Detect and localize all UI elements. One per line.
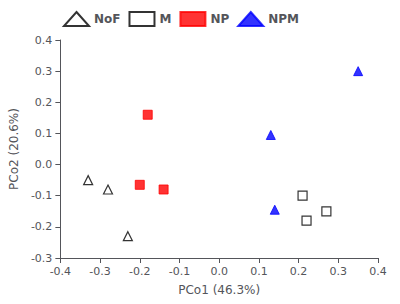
- svg-text:0.3: 0.3: [35, 65, 53, 78]
- svg-text:0.4: 0.4: [35, 34, 53, 47]
- svg-text:PCo1 (46.3%): PCo1 (46.3%): [178, 283, 260, 297]
- svg-text:-0.1: -0.1: [169, 265, 190, 278]
- svg-text:0.2: 0.2: [35, 96, 53, 109]
- svg-text:0.4: 0.4: [369, 265, 387, 278]
- svg-text:NoF: NoF: [94, 12, 120, 26]
- svg-text:0.0: 0.0: [210, 265, 228, 278]
- svg-text:-0.1: -0.1: [31, 189, 52, 202]
- svg-text:M: M: [159, 12, 171, 26]
- svg-text:-0.2: -0.2: [31, 220, 52, 233]
- svg-text:0.2: 0.2: [290, 265, 308, 278]
- svg-text:-0.3: -0.3: [31, 252, 52, 265]
- svg-text:0.0: 0.0: [35, 158, 53, 171]
- svg-text:0.1: 0.1: [250, 265, 268, 278]
- svg-text:-0.4: -0.4: [50, 265, 71, 278]
- svg-text:-0.3: -0.3: [89, 265, 110, 278]
- svg-text:0.3: 0.3: [330, 265, 348, 278]
- svg-text:0.1: 0.1: [35, 127, 53, 140]
- svg-text:PCo2 (20.6%): PCo2 (20.6%): [7, 108, 21, 190]
- svg-text:-0.2: -0.2: [129, 265, 150, 278]
- svg-text:NP: NP: [210, 12, 229, 26]
- svg-text:NPM: NPM: [268, 12, 299, 26]
